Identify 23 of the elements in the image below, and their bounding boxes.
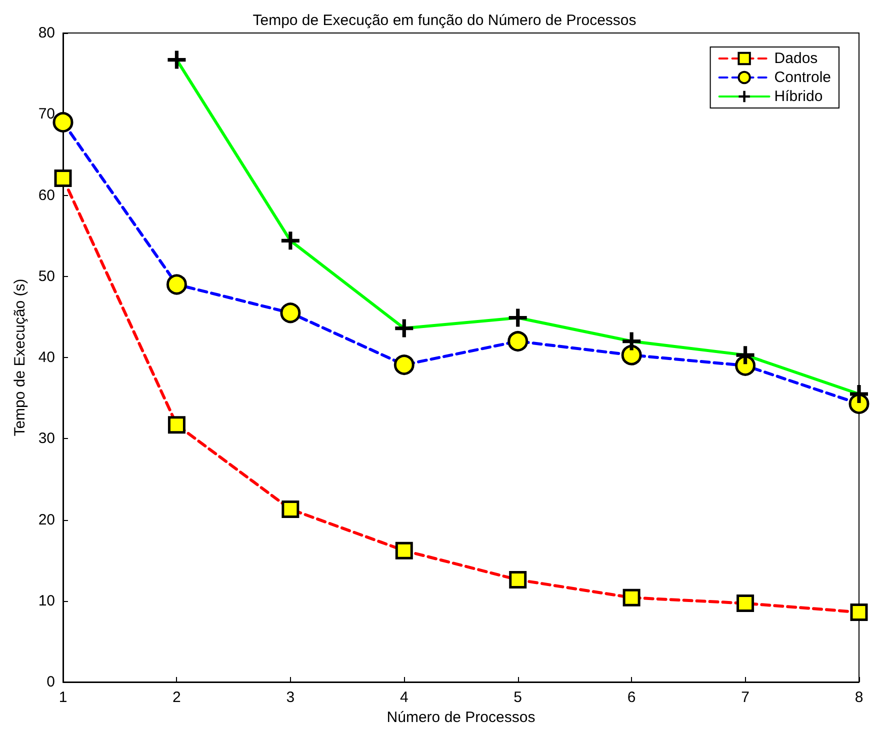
y-tick-label: 30 <box>38 430 55 448</box>
x-tick-label: 8 <box>854 689 864 706</box>
y-tick-label: 0 <box>46 674 55 690</box>
y-tick-label: 40 <box>38 349 55 366</box>
y-axis-title: Tempo de Execução (s) <box>11 278 28 436</box>
y-tick-label: 10 <box>38 592 55 610</box>
y-tick-label: 70 <box>38 106 55 123</box>
x-tick-label: 1 <box>58 689 68 706</box>
x-tick-label: 3 <box>286 689 295 706</box>
y-tick-label: 50 <box>38 268 55 285</box>
x-tick-label: 6 <box>627 689 636 706</box>
y-tick-label: 80 <box>38 24 55 42</box>
x-tick-label: 4 <box>400 689 408 706</box>
x-axis-title: Número de Processos <box>386 708 536 726</box>
legend-label: Híbrido <box>774 88 823 105</box>
chart-title: Tempo de Execução em função do Número de Processos <box>252 12 636 29</box>
y-tick-label: 20 <box>38 511 55 528</box>
x-tick-label: 7 <box>741 689 750 706</box>
x-tick-label: 5 <box>514 689 522 706</box>
x-tick-label: 2 <box>172 689 181 706</box>
legend-label: Dados <box>774 50 818 67</box>
legend-label: Controle <box>774 69 832 86</box>
y-tick-label: 60 <box>38 186 55 204</box>
